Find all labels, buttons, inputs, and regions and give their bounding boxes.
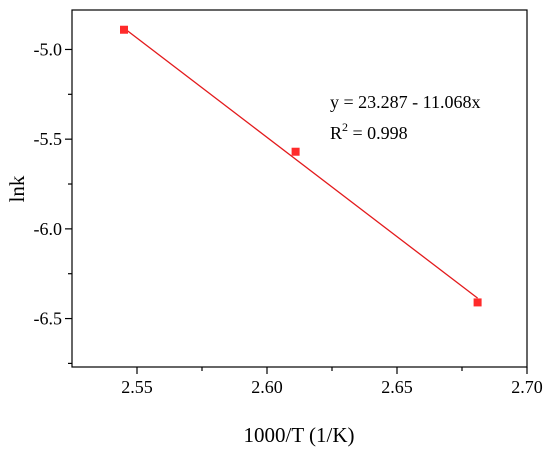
y-tick-label: -5.5	[34, 129, 63, 149]
data-point	[473, 298, 482, 307]
r-squared-superscript: 2	[342, 120, 348, 134]
y-tick-label: -6.0	[34, 219, 63, 239]
data-point	[291, 147, 300, 156]
fit-line	[123, 27, 478, 299]
r-squared-label: R2 = 0.998	[330, 120, 408, 143]
axis-ticks	[65, 48, 528, 374]
data-point	[120, 25, 128, 34]
data-points	[120, 25, 482, 307]
x-axis-label: 1000/T (1/K)	[243, 423, 354, 447]
r-squared-value: = 0.998	[348, 123, 408, 143]
x-tick-label: 2.70	[511, 377, 543, 397]
x-tick-label: 2.55	[121, 377, 153, 397]
y-tick-label: -5.0	[34, 39, 63, 59]
x-tick-label: 2.65	[381, 377, 413, 397]
y-tick-label: -6.5	[34, 309, 63, 329]
y-axis-label: lnk	[5, 175, 29, 202]
x-tick-labels: 2.55 2.60 2.65 2.70	[121, 377, 543, 397]
plot-frame	[71, 9, 528, 368]
equation-label: y = 23.287 - 11.068x	[330, 92, 480, 112]
x-tick-label: 2.60	[251, 377, 283, 397]
y-tick-labels: -5.0 -5.5 -6.0 -6.5	[34, 39, 63, 328]
